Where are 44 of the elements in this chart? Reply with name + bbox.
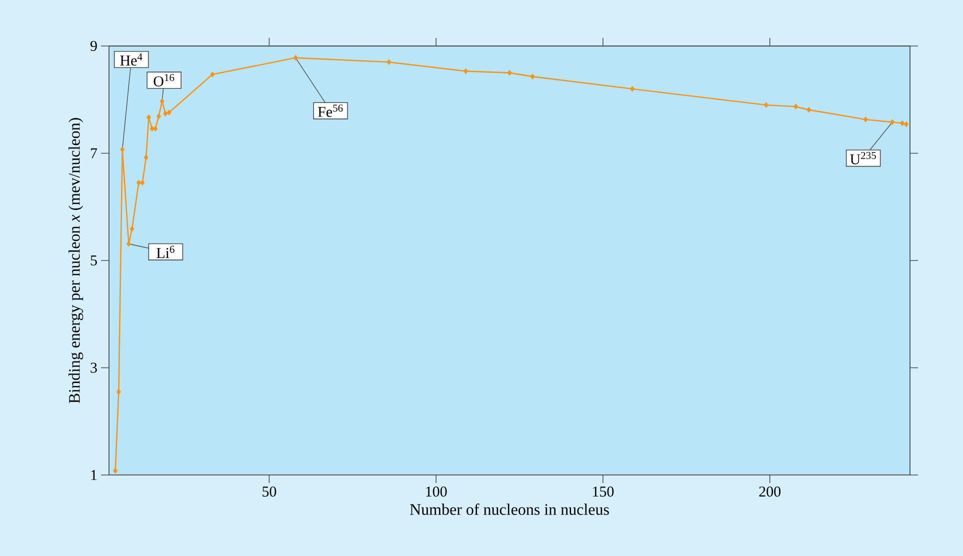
y-axis-title: Binding energy per nucleon x (mev/nucleon) [68,118,84,404]
point [153,126,158,132]
point [630,86,634,92]
point [900,120,904,126]
point [156,114,161,119]
point [144,154,148,160]
x-tick-label: 100 [426,486,447,497]
point [166,110,172,116]
annotation: He$^{4}$ [120,53,142,66]
point [293,55,298,60]
point [116,389,121,395]
annotation: U$^{235}$ [850,152,876,164]
point [130,226,134,232]
point [904,122,908,127]
point [210,72,215,78]
point [146,114,151,120]
y-tick-label: 3 [90,362,97,373]
point [806,107,812,112]
point [120,146,125,152]
point [126,241,131,247]
annotation: Li$^{6}$ [156,246,174,258]
point [140,180,145,186]
point [113,468,118,474]
annotation: Fe$^{56}$ [318,104,343,117]
point [764,102,768,108]
point [507,70,512,76]
y-tick-label: 9 [90,40,97,52]
point [530,74,535,80]
x-tick-label: 50 [262,486,276,497]
y-tick-label: 5 [90,256,97,266]
x-tick-label: 200 [759,486,781,497]
x-axis-title: Number of nucleons in nucleus [410,504,609,515]
point [136,180,141,186]
point [863,116,868,122]
point [163,110,168,116]
point [386,59,392,65]
annotation: O$^{16}$ [154,74,174,86]
point [150,126,154,132]
x-tick-label: 150 [593,486,614,497]
point [890,119,894,125]
y-tick-label: 7 [90,148,98,158]
y-tick-label: 1 [91,470,97,480]
point [794,104,798,110]
point [464,68,468,74]
